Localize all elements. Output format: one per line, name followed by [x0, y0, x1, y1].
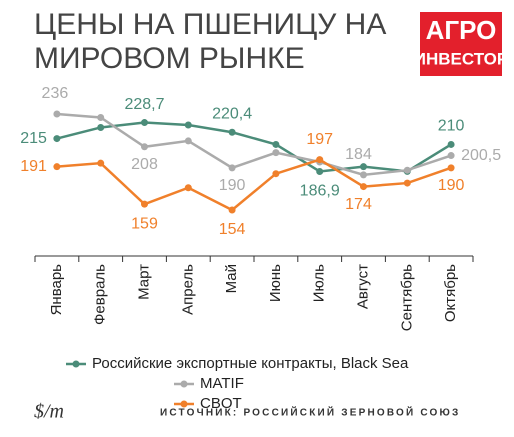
x-tick-label: Май [223, 264, 240, 293]
title-line: МИРОВОМ РЫНКЕ [34, 42, 305, 75]
data-label: 215 [20, 130, 47, 147]
data-point [141, 200, 148, 208]
data-label: 154 [219, 221, 246, 238]
data-point [53, 163, 61, 171]
data-point [272, 170, 280, 178]
data-label: 208 [131, 156, 158, 173]
data-point [184, 121, 192, 129]
data-point [228, 128, 236, 136]
legend-marker [180, 400, 188, 408]
data-point [97, 159, 105, 167]
data-point [184, 184, 192, 192]
legend-label: Российские экспортные контракты, Black S… [92, 355, 409, 372]
data-label: 186,9 [300, 183, 340, 200]
title-line: ЦЕНЫ НА ПШЕНИЦУ НА [34, 8, 386, 41]
data-point [447, 140, 455, 148]
logo-text: ИНВЕСТОР [414, 49, 509, 68]
data-point [97, 114, 105, 122]
data-point [360, 183, 367, 191]
data-point [228, 206, 236, 214]
data-point [316, 167, 324, 175]
data-point [403, 179, 411, 187]
data-point [141, 143, 148, 151]
data-label: 200,5 [461, 147, 501, 164]
data-point [184, 137, 192, 145]
data-point [403, 166, 411, 174]
legend-marker [72, 360, 80, 368]
series-line [56, 121, 452, 173]
data-label: 190 [219, 177, 246, 194]
series-line [56, 158, 452, 212]
data-label: 159 [131, 215, 158, 232]
data-point [447, 164, 455, 172]
data-point [360, 163, 367, 171]
data-label: 190 [438, 177, 465, 194]
data-label: 228,7 [124, 96, 164, 113]
legend-label: MATIF [200, 375, 244, 392]
data-point [141, 119, 148, 127]
unit: $/т [34, 401, 64, 423]
data-label: 220,4 [212, 105, 252, 122]
x-tick-label: Январь [48, 264, 65, 316]
data-point [360, 171, 367, 179]
x-tick-label: Апрель [179, 264, 196, 315]
data-label: 174 [345, 196, 372, 213]
source: ИСТОЧНИК: РОССИЙСКИЙ ЗЕРНОВОЙ СОЮЗ [160, 406, 461, 419]
x-tick-label: Июнь [267, 264, 284, 302]
x-tick-label: Октябрь [442, 264, 459, 322]
legend-marker [180, 380, 188, 388]
x-tick-label: Сентябрь [398, 264, 415, 331]
data-label: 236 [42, 85, 69, 102]
x-tick-label: Февраль [92, 264, 109, 325]
data-point [53, 135, 61, 143]
data-label: 210 [438, 118, 465, 135]
data-point [228, 164, 236, 172]
data-label: 191 [20, 158, 47, 175]
legend-label: CBOT [200, 395, 242, 412]
data-point [97, 123, 105, 131]
data-point [447, 152, 455, 160]
logo-box [420, 12, 502, 76]
data-point [272, 149, 280, 157]
x-tick-label: Март [135, 264, 152, 300]
series-line [56, 112, 452, 177]
data-point [53, 110, 61, 118]
logo-text: АГРО [426, 15, 497, 45]
x-tick-label: Июль [311, 264, 328, 302]
data-label: 184 [345, 146, 372, 163]
data-label: 197 [306, 131, 333, 148]
data-point [316, 156, 324, 164]
data-point [272, 140, 280, 148]
x-tick-label: Август [354, 264, 371, 309]
